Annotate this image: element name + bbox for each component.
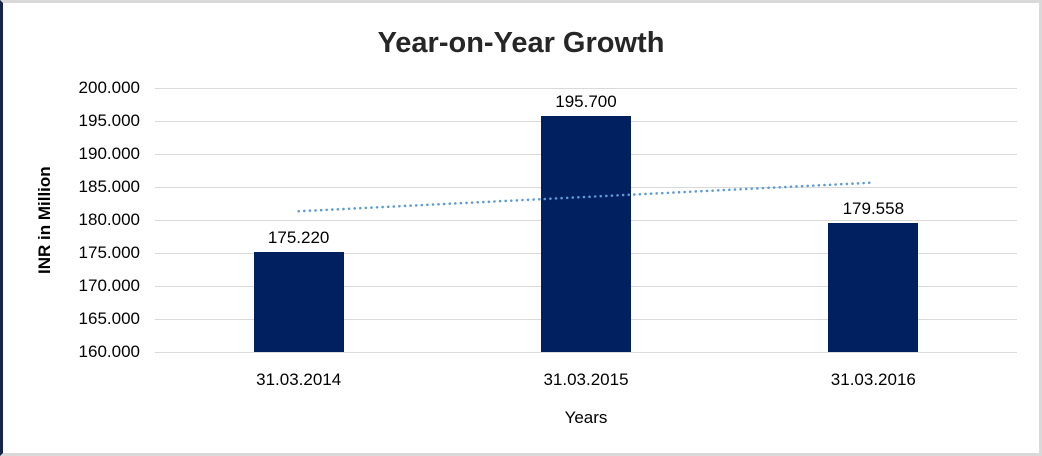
bar-31.03.2016	[828, 222, 919, 352]
trendline	[297, 181, 875, 213]
y-axis-tick-label: 175.000	[78, 243, 140, 262]
x-axis-tick-labels: 31.03.2014 31.03.2015 31.03.2016	[155, 370, 1017, 392]
y-axis-tick-label: 190.000	[78, 144, 140, 163]
y-axis-tick-label: 200.000	[78, 78, 140, 97]
x-axis-tick-label: 31.03.2015	[543, 370, 629, 389]
x-axis-tick-label: 31.03.2016	[830, 370, 916, 389]
gridline	[155, 88, 1017, 89]
bar-data-label: 179.558	[842, 198, 905, 218]
y-axis-tick-label: 160.000	[78, 342, 140, 361]
x-axis-tick-label: 31.03.2014	[256, 370, 342, 389]
y-axis-tick-label: 185.000	[78, 177, 140, 196]
y-axis-tick-label: 165.000	[78, 309, 140, 328]
gridline	[155, 352, 1017, 353]
chart-title: Year-on-Year Growth	[377, 27, 665, 59]
y-axis-tick-label: 195.000	[78, 111, 140, 130]
bar-data-label: 175.220	[267, 227, 330, 247]
bar-31.03.2014	[253, 251, 344, 352]
y-axis-tick-label: 170.000	[78, 276, 140, 295]
y-axis-tick-labels: 200.000 195.000 190.000 185.000 180.000 175.0…	[3, 78, 140, 361]
plot-area: 175.220 195.700 179.558	[155, 88, 1017, 353]
bar-data-label: 195.700	[555, 92, 617, 112]
y-axis-tick-label: 180.000	[78, 210, 140, 229]
bar-31.03.2015	[541, 116, 631, 352]
x-axis-title: Years	[564, 408, 608, 427]
